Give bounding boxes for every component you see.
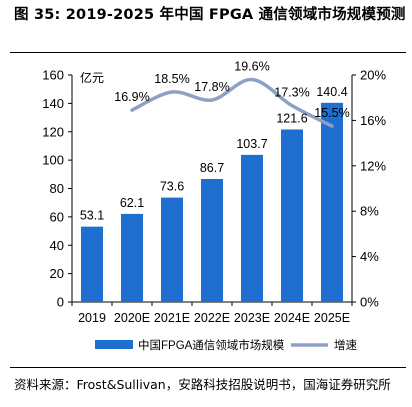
x-axis-tick-label: 2021E [154, 311, 190, 325]
bar [281, 129, 303, 302]
bar-series [81, 102, 343, 303]
x-axis-tick-label: 2020E [114, 311, 150, 325]
source-note: 资料来源：Frost&Sullivan，安路科技招股说明书，国海证券研究所 [14, 377, 391, 392]
chart-title: 图 35: 2019-2025 年中国 FPGA 通信领域市场规模预测 [14, 7, 406, 23]
bar-value-label: 53.1 [80, 209, 104, 223]
title-divider [10, 52, 406, 53]
left-axis-tick-label: 60 [50, 209, 64, 224]
bar [201, 178, 223, 302]
chart-legend: 中国FPGA通信领域市场规模 增速 [95, 338, 357, 352]
x-axis-tick-label: 2025E [314, 311, 350, 325]
x-axis-tick-label: 2023E [234, 311, 270, 325]
growth-value-label: 17.3% [274, 86, 309, 100]
left-axis-tick-label: 80 [50, 181, 64, 196]
legend-bar-swatch [95, 340, 133, 349]
left-axis-tick-label: 0 [57, 295, 64, 310]
right-axis-tick-label: 0% [360, 295, 379, 310]
bar [161, 197, 183, 302]
left-axis-tick-label: 40 [50, 238, 64, 253]
growth-line-series [130, 77, 334, 128]
x-axis-tick-label: 2024E [274, 311, 310, 325]
left-axis-tick-label: 120 [42, 124, 64, 139]
right-axis-tick-label: 12% [360, 158, 386, 173]
left-axis-tick-label: 140 [42, 96, 64, 111]
left-axis-tick-label: 160 [42, 68, 64, 83]
left-axis-tick-label: 100 [42, 153, 64, 168]
footer-divider [10, 367, 406, 368]
left-axis-tick-label: 20 [50, 266, 64, 281]
right-axis-tick-label: 16% [360, 113, 386, 128]
bar-value-label: 62.1 [120, 196, 144, 210]
chart-axes: 0 20 40 60 80 100 120 140 160 0% 4% 8% 12% 16% 20% 亿元 20… [42, 68, 386, 326]
bar-value-label: 86.7 [200, 161, 224, 175]
bar [321, 102, 343, 303]
growth-value-label: 18.5% [154, 72, 189, 86]
right-axis-tick-label: 20% [360, 68, 386, 83]
legend-bar-label: 中国FPGA通信领域市场规模 [138, 338, 285, 352]
bar [81, 226, 103, 302]
growth-value-label: 17.8% [194, 80, 229, 94]
bar [241, 154, 263, 302]
growth-value-label: 15.5% [314, 106, 349, 120]
bar-value-label: 140.4 [316, 85, 347, 99]
bar-value-label: 73.6 [160, 180, 184, 194]
bar [121, 213, 143, 302]
x-axis-tick-label: 2019 [78, 311, 106, 325]
legend-line-label: 增速 [334, 338, 357, 352]
bar-value-label: 103.7 [236, 137, 267, 151]
data-labels: 53.1 62.1 73.6 86.7 103.7 121.6 140.4 16.9% 18.5… [80, 60, 350, 223]
x-axis-tick-label: 2022E [194, 311, 230, 325]
y-axis-unit-label: 亿元 [80, 70, 104, 85]
right-axis-tick-label: 4% [360, 249, 379, 264]
bar-value-label: 121.6 [276, 111, 307, 125]
growth-value-label: 19.6% [234, 60, 269, 74]
growth-line [130, 77, 334, 128]
growth-value-label: 16.9% [114, 90, 149, 104]
right-axis-tick-label: 8% [360, 204, 379, 219]
